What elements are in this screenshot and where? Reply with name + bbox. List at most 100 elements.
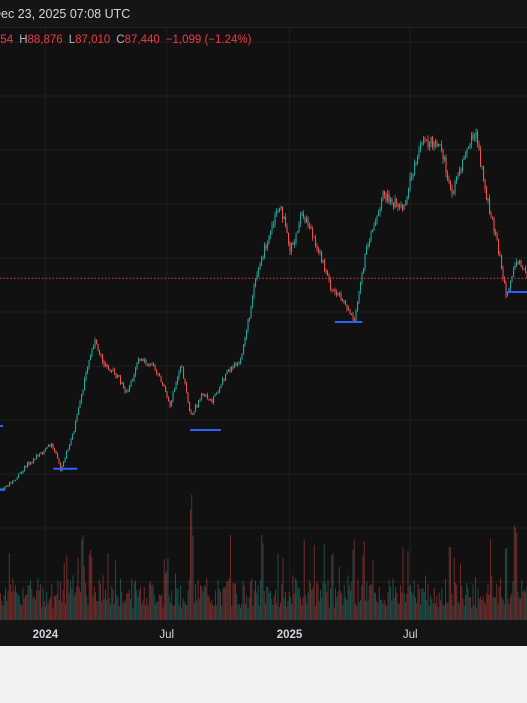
candle-body — [48, 445, 50, 447]
volume-bar — [487, 583, 489, 620]
volume-bar — [28, 585, 30, 620]
candle-body — [327, 270, 329, 276]
candle-body — [55, 451, 57, 454]
volume-bar — [85, 583, 86, 620]
volume-bar — [490, 539, 491, 620]
candle-body — [453, 193, 455, 195]
candle-body — [19, 472, 21, 474]
volume-bar — [286, 606, 288, 620]
volume-bar — [308, 579, 310, 620]
volume-bar — [151, 585, 153, 620]
volume-bar — [60, 581, 61, 620]
candle-body — [477, 131, 479, 145]
volume-bar — [463, 606, 465, 620]
volume-bar — [391, 600, 393, 620]
volume-bar — [246, 596, 248, 620]
volume-bar — [35, 599, 36, 620]
volume-bar — [92, 596, 94, 620]
volume-bar — [446, 602, 448, 620]
candle-body — [307, 219, 309, 226]
candle-body — [417, 156, 419, 163]
volume-bar — [335, 588, 336, 620]
volume-bar — [188, 579, 190, 620]
volume-bar — [73, 596, 75, 620]
candle-body — [132, 380, 134, 381]
candle-body — [12, 480, 14, 484]
volume-bar — [221, 606, 223, 620]
candle-body — [199, 398, 201, 401]
candle-body — [340, 293, 342, 301]
price-chart[interactable]: 2024 Jul 2025 Jul — [0, 28, 527, 646]
volume-bar — [180, 585, 181, 620]
volume-bar — [471, 607, 473, 620]
volume-bar — [112, 589, 114, 620]
candle-body — [162, 382, 164, 385]
candle-body — [315, 237, 317, 246]
volume-bar — [483, 601, 485, 620]
volume-bar — [336, 597, 338, 620]
volume-bar — [378, 586, 380, 620]
candle-body — [442, 149, 444, 160]
volume-bar — [411, 591, 413, 620]
volume-bar — [128, 589, 130, 620]
candle-body — [412, 174, 414, 177]
volume-bar — [262, 543, 264, 620]
volume-bar — [107, 553, 109, 620]
candle-body — [96, 339, 98, 345]
volume-bar — [251, 578, 253, 620]
volume-bar — [315, 606, 316, 620]
volume-bar — [482, 595, 484, 620]
candle-body — [519, 260, 521, 264]
volume-bar — [426, 600, 428, 620]
candle-body — [174, 388, 176, 392]
open-value: 654 — [0, 34, 14, 46]
volume-bar — [418, 588, 420, 620]
candle-body — [106, 364, 108, 367]
close-label: C — [116, 34, 125, 46]
volume-bar — [103, 598, 105, 620]
volume-bar — [351, 581, 353, 620]
volume-bar — [398, 604, 400, 620]
volume-bar — [30, 580, 31, 620]
volume-bar — [141, 604, 143, 620]
candle-body — [165, 386, 167, 392]
candle-body — [303, 213, 305, 218]
candle-body — [369, 240, 371, 245]
candle-body — [84, 379, 86, 390]
volume-bar — [50, 597, 51, 620]
candle-body — [30, 462, 32, 465]
volume-bar — [488, 594, 490, 620]
candle-body — [375, 222, 377, 226]
candle-body — [288, 233, 290, 243]
volume-bar — [296, 580, 298, 620]
candle-body — [471, 134, 473, 144]
candle-body — [364, 254, 366, 268]
candle-body — [285, 216, 287, 227]
candle-body — [244, 337, 246, 345]
volume-bar — [313, 544, 315, 620]
candle-body — [15, 479, 17, 481]
volume-bar — [38, 590, 40, 620]
volume-bar — [322, 582, 324, 620]
volume-bar — [213, 605, 215, 620]
volume-bar — [145, 605, 146, 620]
candle-body — [94, 339, 96, 347]
candle-body — [60, 463, 62, 471]
candle-body — [81, 394, 83, 402]
volume-bar — [486, 592, 488, 620]
volume-bar — [170, 602, 171, 620]
volume-bar — [465, 594, 466, 620]
candle-body — [181, 366, 183, 368]
volume-bar — [2, 605, 4, 620]
volume-bar — [355, 603, 356, 620]
volume-bar — [341, 593, 343, 620]
volume-bar — [520, 598, 521, 620]
volume-bar — [121, 591, 123, 620]
volume-bar — [122, 603, 124, 620]
volume-bar — [513, 525, 515, 620]
volume-bar — [350, 590, 351, 620]
candle-body — [229, 369, 231, 372]
volume-bar — [342, 604, 344, 620]
candle-body — [177, 378, 179, 384]
candle-body — [234, 363, 236, 368]
